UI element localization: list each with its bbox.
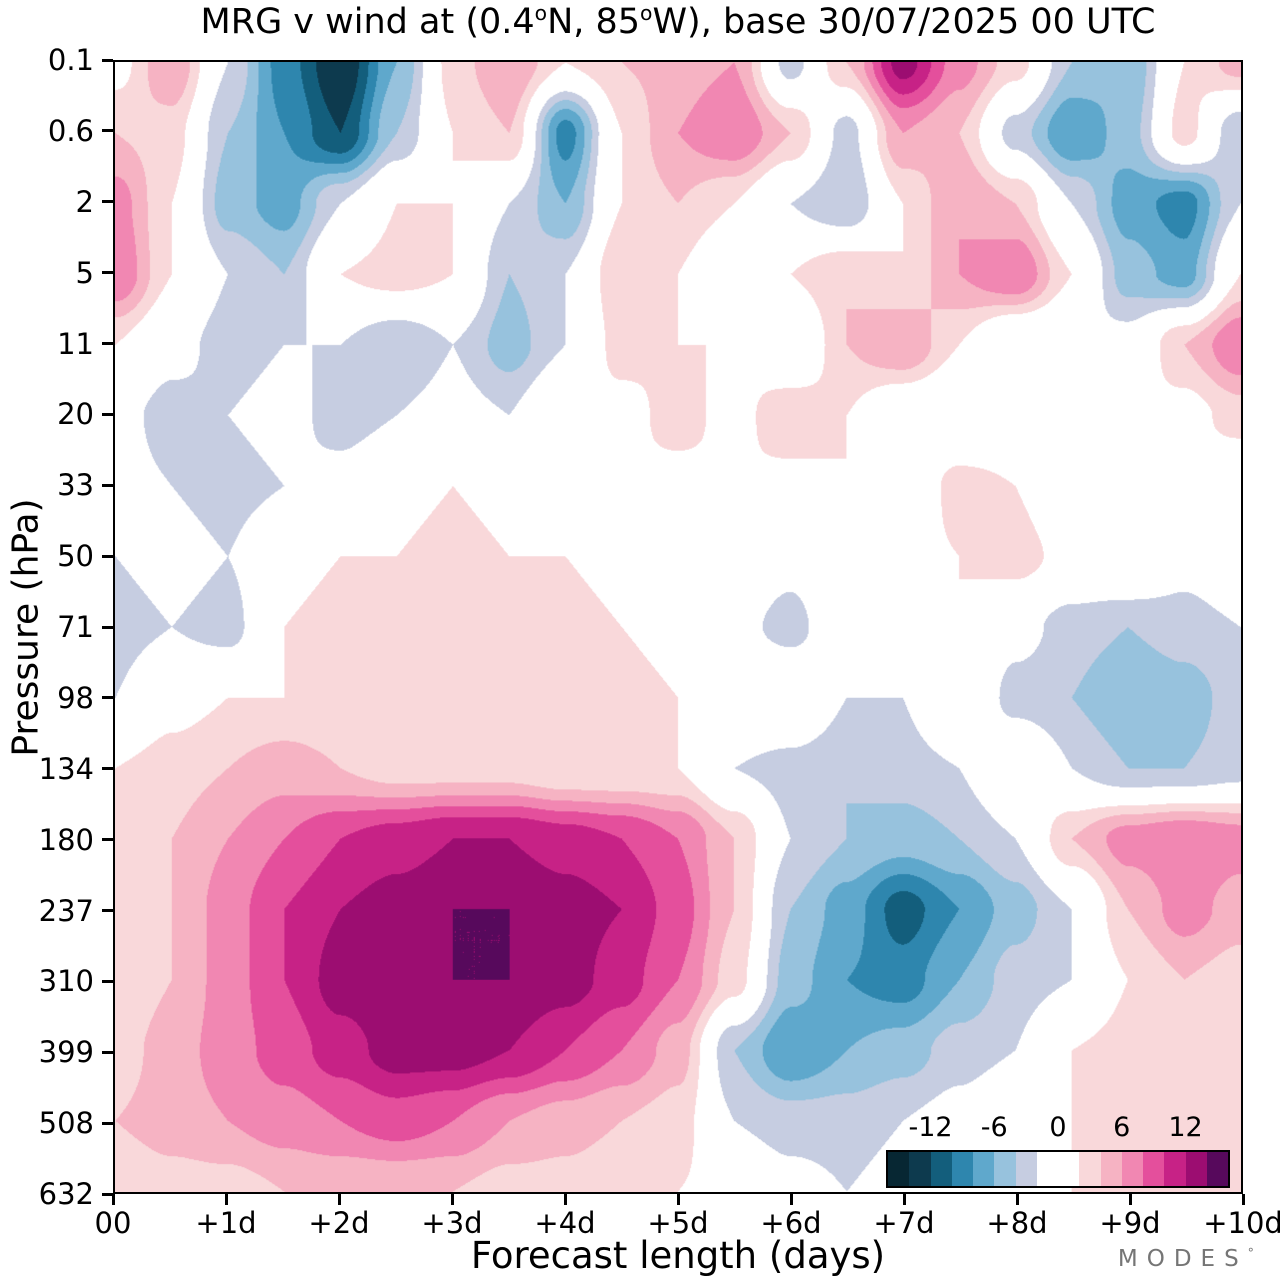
colorbar-bar (886, 1150, 1230, 1188)
y-tick-mark (102, 696, 113, 700)
colorbar-segment (1164, 1152, 1186, 1186)
modes-logo-mark: ° (1247, 1245, 1254, 1261)
x-tick-mark (450, 1194, 454, 1205)
x-tick-mark (224, 1194, 228, 1205)
y-tick-mark (102, 1121, 113, 1125)
colorbar-segment (1036, 1152, 1058, 1186)
colorbar-tick-label: 0 (1049, 1112, 1067, 1143)
y-tick-label: 237 (38, 893, 94, 928)
x-tick-mark (1015, 1194, 1019, 1205)
degree-symbol: o (640, 1, 653, 26)
y-tick-label: 33 (57, 468, 94, 503)
title-part: W), base 30/07/2025 00 UTC (652, 2, 1156, 42)
y-tick-mark (102, 909, 113, 912)
y-tick-label: 98 (57, 680, 94, 715)
colorbar-segment (1100, 1152, 1122, 1186)
colorbar-tick-label: 12 (1168, 1112, 1203, 1143)
x-tick-label: +4d (534, 1206, 596, 1240)
y-tick-label: 0.6 (47, 113, 94, 148)
x-tick-label: +3d (421, 1206, 483, 1240)
colorbar-segment (1079, 1152, 1101, 1186)
y-tick-label: 632 (38, 1177, 94, 1211)
y-tick-mark (102, 129, 113, 133)
y-tick-mark (102, 979, 113, 983)
modes-logo-text: MODES (1117, 1246, 1248, 1272)
plot-area (113, 60, 1243, 1194)
x-tick-label: +1d (195, 1206, 257, 1240)
y-tick-mark (102, 200, 113, 204)
y-tick-mark (102, 58, 113, 62)
y-tick-label: 20 (57, 397, 94, 432)
y-tick-mark (102, 838, 113, 842)
colorbar-segment (1015, 1152, 1037, 1186)
colorbar-segment (973, 1152, 995, 1186)
y-tick-label: 50 (57, 539, 94, 574)
x-axis-label: Forecast length (days) (470, 1234, 886, 1277)
x-tick-label: 00 (94, 1206, 132, 1240)
y-tick-mark (102, 271, 113, 275)
y-tick-mark (102, 412, 113, 416)
colorbar-segment (1185, 1152, 1207, 1186)
y-axis-ticks: 0.1 0.6 2 5 11 20 33 50 71 98 134 180 237 310 399 508 63… (0, 43, 113, 1211)
modes-logo: MODES° (1117, 1245, 1254, 1272)
y-tick-label: 508 (38, 1106, 94, 1141)
x-tick-mark (1128, 1194, 1132, 1205)
colorbar-segment (951, 1152, 973, 1186)
x-tick-mark (337, 1194, 341, 1205)
y-tick-mark (102, 1050, 113, 1054)
y-tick-mark (102, 483, 113, 487)
x-tick-label: +7d (873, 1206, 935, 1240)
colorbar-tick-label: -12 (908, 1112, 953, 1143)
title-part: MRG v wind at (0.4 (200, 2, 535, 42)
colorbar-segment (930, 1152, 952, 1186)
colorbar-segment (994, 1152, 1016, 1186)
contour-plot (115, 62, 1241, 1192)
x-tick-label: +6d (760, 1206, 822, 1240)
x-axis-ticks: 00 +1d +2d +3d +4d +5d +6d +7d +8d +9d +10d (95, 1194, 1280, 1254)
y-tick-label: 71 (57, 610, 94, 644)
x-tick-mark (789, 1194, 793, 1205)
y-tick-label: 310 (38, 964, 94, 999)
y-tick-mark (102, 767, 113, 771)
y-tick-mark (102, 342, 113, 345)
y-tick-mark (102, 554, 113, 558)
x-tick-label: +9d (1099, 1206, 1161, 1240)
degree-symbol: o (534, 1, 548, 26)
x-tick-mark (676, 1194, 680, 1205)
colorbar: -12 -6 0 6 12 (886, 1112, 1230, 1188)
x-tick-label: +5d (647, 1206, 709, 1240)
x-tick-mark (902, 1194, 906, 1205)
x-tick-label: +8d (986, 1206, 1048, 1240)
y-tick-label: 2 (75, 184, 94, 219)
title-part: N, 85 (547, 2, 641, 42)
colorbar-segment (1121, 1152, 1143, 1186)
y-tick-label: 180 (38, 822, 94, 857)
chart-title: MRG v wind at (0.4oN, 85oW), base 30/07/… (113, 1, 1243, 42)
y-tick-label: 399 (38, 1035, 94, 1070)
y-tick-mark (102, 625, 113, 629)
y-tick-label: 5 (75, 255, 94, 290)
y-tick-label: 0.1 (47, 43, 94, 77)
colorbar-labels: -12 -6 0 6 12 (886, 1112, 1230, 1150)
colorbar-segment (909, 1152, 931, 1186)
x-tick-label: +2d (308, 1206, 370, 1240)
colorbar-segment (888, 1152, 910, 1186)
colorbar-segment (1143, 1152, 1165, 1186)
y-tick-label: 11 (57, 326, 94, 361)
colorbar-segment (1206, 1152, 1228, 1186)
x-tick-mark (1241, 1194, 1245, 1205)
colorbar-tick-label: -6 (980, 1112, 1008, 1143)
colorbar-tick-label: 6 (1113, 1112, 1131, 1143)
x-tick-mark (563, 1194, 567, 1205)
colorbar-segment (1058, 1152, 1080, 1186)
y-tick-label: 134 (38, 751, 94, 786)
x-tick-label: +10d (1203, 1206, 1280, 1240)
y-tick-mark (102, 1192, 113, 1196)
x-tick-mark (111, 1194, 115, 1205)
